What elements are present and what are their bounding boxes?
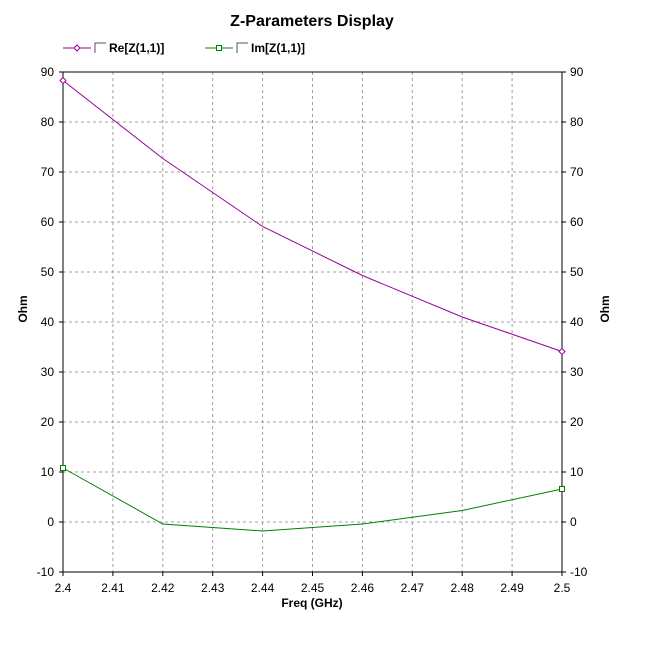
y-left-tick-label: 10 — [41, 465, 55, 479]
x-tick-label: 2.41 — [101, 581, 125, 595]
y-right-tick-label: 0 — [570, 515, 577, 529]
y-right-tick-label: -10 — [570, 565, 588, 579]
x-tick-label: 2.49 — [500, 581, 524, 595]
y-right-tick-label: 30 — [570, 365, 584, 379]
data-point-marker — [59, 76, 67, 85]
x-axis-ticks: 2.4 2.41 2.42 2.43 2.44 2.45 2.46 2.47 2.48 2.49 2… — [55, 572, 571, 595]
x-tick-label: 2.48 — [451, 581, 475, 595]
data-point-marker — [559, 486, 565, 492]
series-line — [62, 80, 563, 352]
y-left-tick-label: 20 — [41, 415, 55, 429]
y-axis-left-label: Ohm — [16, 295, 30, 322]
chart-title: Z-Parameters Display — [230, 13, 394, 30]
y-left-tick-label: 60 — [41, 215, 55, 229]
legend-label: Re[Z(1,1)] — [109, 41, 164, 55]
y-left-tick-label: 80 — [41, 115, 55, 129]
y-left-tick-label: 40 — [41, 315, 55, 329]
y-left-tick-label: 70 — [41, 165, 55, 179]
series-re-z11 — [59, 76, 566, 356]
y-right-tick-label: 90 — [570, 65, 584, 79]
y-right-tick-label: 50 — [570, 265, 584, 279]
y-axis-right-label: Ohm — [598, 295, 612, 322]
legend-marker — [73, 44, 81, 52]
y-right-tick-label: 70 — [570, 165, 584, 179]
y-left-tick-label: -10 — [37, 565, 55, 579]
x-tick-label: 2.47 — [401, 581, 425, 595]
legend-item: Re[Z(1,1)] — [63, 41, 164, 55]
legend-item: Im[Z(1,1)] — [205, 41, 305, 55]
y-axis-left-ticks: 90 80 70 60 50 40 30 20 10 0 -10 — [37, 65, 63, 579]
legend-selector-icon — [94, 42, 106, 53]
series-line — [62, 467, 563, 532]
legend-selector-icon — [236, 42, 248, 53]
x-tick-label: 2.5 — [554, 581, 571, 595]
y-right-tick-label: 40 — [570, 315, 584, 329]
y-left-tick-label: 90 — [41, 65, 55, 79]
data-point-marker — [60, 465, 66, 471]
y-left-tick-label: 50 — [41, 265, 55, 279]
x-tick-label: 2.43 — [201, 581, 225, 595]
series-im-z11 — [60, 465, 565, 532]
x-tick-label: 2.45 — [301, 581, 325, 595]
series-group — [59, 76, 566, 532]
y-axis-right-ticks: 90 80 70 60 50 40 30 20 10 0 -10 — [562, 65, 588, 579]
x-tick-label: 2.4 — [55, 581, 72, 595]
grid — [63, 72, 562, 572]
x-tick-label: 2.46 — [351, 581, 375, 595]
y-right-tick-label: 20 — [570, 415, 584, 429]
y-left-tick-label: 0 — [47, 515, 54, 529]
y-left-tick-label: 30 — [41, 365, 55, 379]
data-point-marker — [558, 347, 566, 356]
x-axis-label: Freq (GHz) — [281, 596, 342, 610]
x-tick-label: 2.44 — [251, 581, 275, 595]
legend-marker — [216, 45, 222, 51]
legend: Re[Z(1,1)] Im[Z(1,1)] — [63, 41, 305, 55]
x-tick-label: 2.42 — [151, 581, 175, 595]
y-right-tick-label: 80 — [570, 115, 584, 129]
y-right-tick-label: 60 — [570, 215, 584, 229]
y-right-tick-label: 10 — [570, 465, 584, 479]
legend-label: Im[Z(1,1)] — [251, 41, 305, 55]
